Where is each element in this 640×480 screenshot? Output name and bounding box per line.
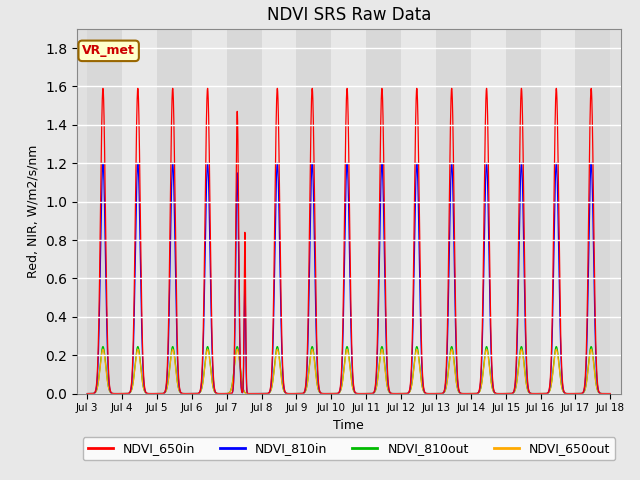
NDVI_810in — [99, 160, 107, 166]
Line: NDVI_650out: NDVI_650out — [87, 349, 611, 394]
Legend: NDVI_650in, NDVI_810in, NDVI_810out, NDVI_650out: NDVI_650in, NDVI_810in, NDVI_810out, NDV… — [83, 437, 615, 460]
NDVI_650in — [399, 391, 406, 396]
NDVI_810out — [119, 391, 127, 396]
NDVI_650out — [284, 391, 291, 396]
NDVI_810out — [253, 391, 261, 396]
NDVI_810in — [399, 391, 406, 396]
NDVI_810in — [367, 391, 375, 396]
NDVI_810in — [284, 391, 291, 396]
NDVI_650out — [472, 391, 479, 396]
NDVI_810out — [399, 391, 406, 396]
Y-axis label: Red, NIR, W/m2/s/nm: Red, NIR, W/m2/s/nm — [26, 144, 40, 278]
NDVI_810out — [99, 344, 107, 349]
NDVI_810in — [119, 391, 127, 396]
NDVI_650in — [248, 391, 256, 396]
Bar — [541, 29, 575, 394]
NDVI_810in — [209, 373, 217, 379]
X-axis label: Time: Time — [333, 419, 364, 432]
Bar — [87, 29, 122, 394]
Text: VR_met: VR_met — [82, 44, 135, 57]
Bar — [296, 29, 332, 394]
NDVI_810out — [472, 391, 479, 396]
Title: NDVI SRS Raw Data: NDVI SRS Raw Data — [267, 6, 431, 24]
Bar — [366, 29, 401, 394]
Bar — [471, 29, 506, 394]
Bar — [157, 29, 192, 394]
Line: NDVI_650in: NDVI_650in — [87, 88, 611, 394]
NDVI_650in — [119, 391, 127, 396]
NDVI_810out — [209, 384, 217, 390]
NDVI_810in — [248, 391, 256, 396]
NDVI_650out — [607, 391, 614, 396]
NDVI_650out — [253, 391, 261, 396]
NDVI_810out — [83, 391, 91, 396]
NDVI_810in — [607, 391, 614, 396]
Bar — [227, 29, 262, 394]
NDVI_650in — [83, 391, 91, 396]
NDVI_650in — [99, 85, 107, 91]
Bar — [192, 29, 227, 394]
NDVI_810in — [472, 391, 479, 396]
Line: NDVI_810out: NDVI_810out — [87, 347, 611, 394]
Line: NDVI_810in: NDVI_810in — [87, 163, 611, 394]
NDVI_810out — [367, 391, 375, 396]
NDVI_650in — [284, 391, 291, 396]
NDVI_810in — [83, 391, 91, 396]
Bar — [401, 29, 436, 394]
Bar — [506, 29, 541, 394]
NDVI_650out — [83, 391, 91, 396]
NDVI_650out — [99, 347, 107, 352]
NDVI_650out — [399, 391, 406, 396]
NDVI_810out — [284, 391, 291, 396]
NDVI_650out — [119, 391, 127, 396]
NDVI_650in — [209, 367, 217, 373]
Bar — [122, 29, 157, 394]
Bar — [332, 29, 366, 394]
NDVI_650out — [209, 384, 217, 390]
NDVI_650in — [607, 391, 614, 396]
NDVI_650in — [367, 391, 375, 396]
Bar — [262, 29, 296, 394]
NDVI_810out — [607, 391, 614, 396]
NDVI_650out — [367, 391, 375, 396]
Bar — [436, 29, 471, 394]
Bar — [575, 29, 611, 394]
NDVI_650in — [472, 391, 479, 396]
